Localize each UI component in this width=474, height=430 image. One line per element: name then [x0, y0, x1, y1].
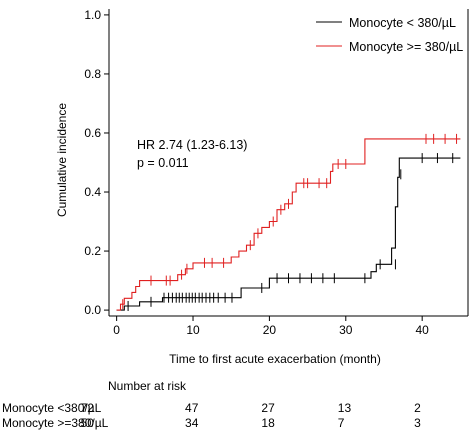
x-tick-label: 30: [339, 323, 353, 337]
y-tick-label: 0.2: [84, 244, 101, 258]
x-tick-label: 40: [415, 323, 429, 337]
legend: Monocyte < 380/µL Monocyte >= 380/µL: [316, 16, 463, 54]
risk-value: 72: [80, 401, 94, 415]
risk-value: 50: [80, 416, 94, 430]
legend-label-high: Monocyte >= 380/µL: [349, 40, 463, 54]
risk-row-label-high: Monocyte >=380/µL: [2, 416, 109, 430]
risk-value: 7: [337, 416, 345, 430]
series-layer: [116, 133, 461, 311]
risk-value: 34: [185, 416, 199, 430]
y-tick-label: 0.0: [84, 303, 101, 317]
hr-annotation: HR 2.74 (1.23-6.13): [137, 138, 247, 152]
x-axis-label: Time to first acute exacerbation (month): [169, 352, 381, 366]
x-tick-label: 10: [186, 323, 200, 337]
series-line-0: [116, 157, 461, 311]
risk-value: 2: [414, 401, 421, 415]
risk-value: 3: [414, 416, 421, 430]
risk-value: 13: [337, 401, 352, 415]
risk-row-label-low: Monocyte <380/µL: [2, 401, 102, 415]
risk-value: 18: [261, 416, 275, 430]
y-axis-label: Cumulative incidence: [55, 103, 69, 217]
risk-table-title: Number at risk: [108, 379, 187, 393]
legend-label-low: Monocyte < 380/µL: [349, 16, 456, 30]
y-tick-label: 0.4: [84, 185, 101, 199]
y-tick-label: 0.6: [84, 126, 101, 140]
p-value-annotation: p = 0.011: [137, 156, 189, 170]
x-tick-label: 20: [263, 323, 277, 337]
y-tick-label: 0.8: [84, 67, 101, 81]
risk-value: 47: [185, 401, 199, 415]
x-tick-label: 0: [113, 323, 120, 337]
axes: 0 10 20 30 40 0.0 0.2 0.4 0.6 0.8 1.0: [84, 8, 469, 337]
risk-value: 27: [261, 401, 275, 415]
y-tick-label: 1.0: [84, 8, 101, 22]
